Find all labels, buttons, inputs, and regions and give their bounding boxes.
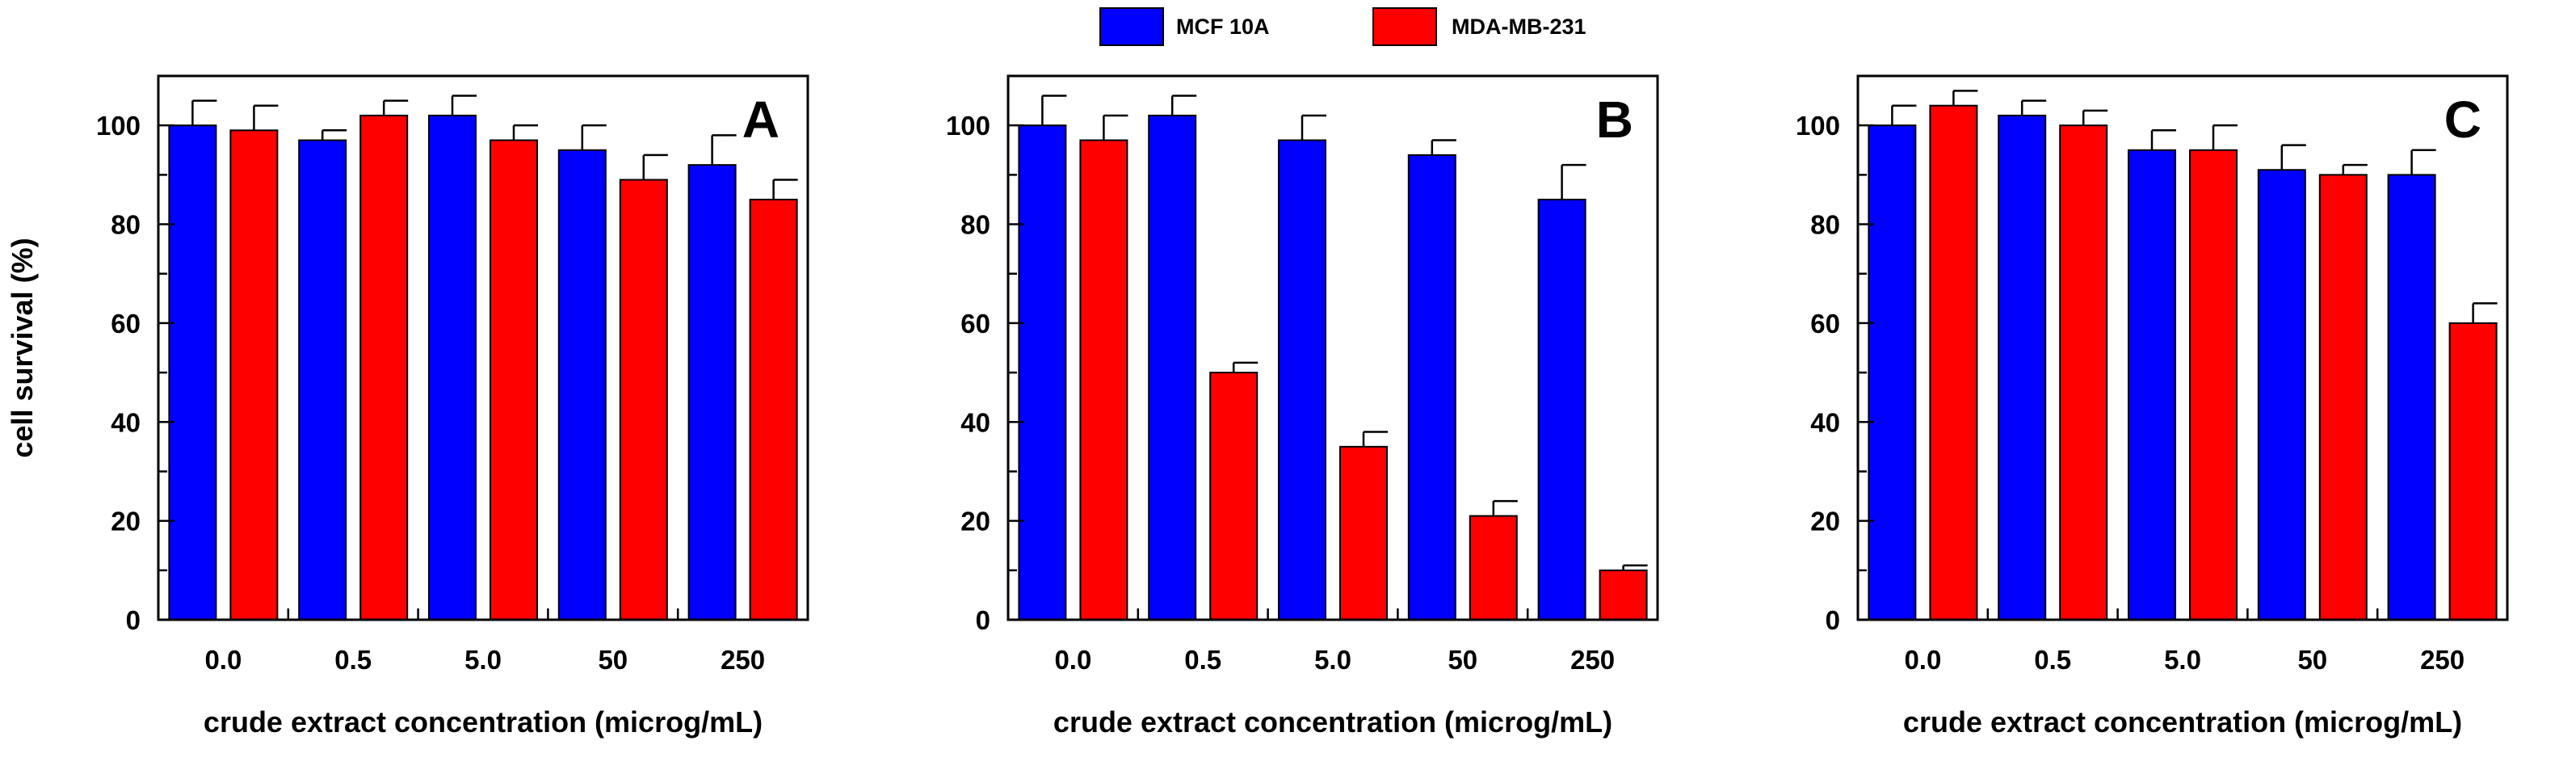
x-tick-label: 250 xyxy=(2420,645,2465,675)
x-tick-label: 0.5 xyxy=(334,645,372,675)
bar xyxy=(1868,124,1917,621)
chart-panel-c: 0 20 40 60 80 100 0.0 0.5 5.0 50 250 crude extract … xyxy=(1796,74,2509,739)
x-axis-title: crude extract concentration (microg/mL) xyxy=(204,705,763,739)
bar xyxy=(2059,124,2108,621)
y-tick-label: 40 xyxy=(111,407,141,437)
bar xyxy=(749,198,798,621)
bar xyxy=(2318,174,2368,621)
x-tick-label: 0.0 xyxy=(204,645,242,675)
x-tick-label: 5.0 xyxy=(464,645,502,675)
bar xyxy=(1018,124,1067,621)
x-tick-label: 250 xyxy=(1570,645,1615,675)
y-tick-label: 100 xyxy=(96,111,141,141)
bar xyxy=(490,139,538,621)
bar xyxy=(298,139,347,621)
y-tick-label: 80 xyxy=(960,210,990,240)
y-tick-label: 0 xyxy=(976,605,990,635)
chart-panel-a: 0 20 40 60 80 100 0.0 0.5 5.0 50 250 crude extract … xyxy=(6,74,809,739)
bar xyxy=(2387,174,2436,621)
legend: MCF 10A MDA-MB-231 xyxy=(1099,7,1586,46)
bar xyxy=(1929,104,1978,621)
y-tick-label: 60 xyxy=(1810,309,1840,339)
x-tick-label: 50 xyxy=(1448,645,1477,675)
bar xyxy=(2128,149,2176,621)
bar xyxy=(1339,445,1388,621)
y-tick-label: 60 xyxy=(960,309,990,339)
legend-label: MCF 10A xyxy=(1176,15,1270,39)
bar xyxy=(168,124,217,621)
legend-swatch xyxy=(1372,7,1437,46)
legend-entry: MCF 10A xyxy=(1099,7,1270,46)
x-tick-label: 0.5 xyxy=(1184,645,1221,675)
plot-frame xyxy=(157,74,809,621)
bar xyxy=(2257,169,2306,621)
x-tick-label: 5.0 xyxy=(2164,645,2201,675)
panel-label: B xyxy=(1596,90,1633,149)
plot-frame xyxy=(1006,74,1659,621)
bar xyxy=(1407,154,1456,621)
bar xyxy=(428,114,477,621)
x-tick-label: 5.0 xyxy=(1314,645,1351,675)
bar xyxy=(1537,198,1586,621)
bar xyxy=(619,179,668,621)
bar xyxy=(1469,515,1518,621)
x-tick-label: 250 xyxy=(721,645,765,675)
bar xyxy=(229,129,279,621)
series-mda-mb-231 xyxy=(1079,114,1648,621)
y-tick-label: 20 xyxy=(1810,507,1840,537)
bar xyxy=(1079,139,1128,621)
y-tick-label: 100 xyxy=(1796,111,1840,141)
bar xyxy=(1148,114,1197,621)
y-axis-title: cell survival (%) xyxy=(6,238,39,457)
x-tick-label: 50 xyxy=(2297,645,2327,675)
x-tick-label: 0.5 xyxy=(2034,645,2071,675)
legend-swatch xyxy=(1099,7,1164,46)
bar xyxy=(687,164,737,621)
x-axis-title: crude extract concentration (microg/mL) xyxy=(1053,705,1612,739)
y-tick-label: 40 xyxy=(960,407,990,437)
x-axis-title: crude extract concentration (microg/mL) xyxy=(1903,705,2462,739)
bar xyxy=(1998,114,2047,621)
panel-label: C xyxy=(2444,90,2481,149)
x-tick-label: 0.0 xyxy=(1054,645,1091,675)
y-tick-label: 80 xyxy=(111,210,141,240)
y-tick-label: 100 xyxy=(946,111,990,141)
series-mda-mb-231 xyxy=(229,99,798,621)
bar xyxy=(2189,149,2238,621)
plot-frame xyxy=(1856,74,2509,621)
series-mcf-10a xyxy=(1868,99,2436,621)
bar xyxy=(1278,139,1326,621)
chart-panels: 0 20 40 60 80 100 0.0 0.5 5.0 50 250 crude extract … xyxy=(6,74,2509,739)
bar xyxy=(1599,569,1648,621)
x-tick-label: 0.0 xyxy=(1904,645,1941,675)
y-tick-label: 80 xyxy=(1810,210,1840,240)
bar xyxy=(557,149,607,621)
legend-entry: MDA-MB-231 xyxy=(1372,7,1586,46)
bar xyxy=(1209,372,1259,621)
series-mcf-10a xyxy=(1018,95,1586,621)
y-tick-label: 40 xyxy=(1810,407,1840,437)
y-tick-label: 0 xyxy=(126,605,141,635)
y-tick-label: 20 xyxy=(960,507,990,537)
bar xyxy=(2448,322,2498,621)
x-tick-label: 50 xyxy=(598,645,628,675)
y-tick-label: 0 xyxy=(1826,605,1840,635)
legend-label: MDA-MB-231 xyxy=(1452,15,1586,39)
panel-label: A xyxy=(742,90,780,149)
chart-panel-b: 0 20 40 60 80 100 0.0 0.5 5.0 50 250 crude extract … xyxy=(946,74,1659,739)
y-tick-label: 60 xyxy=(111,309,141,339)
series-mda-mb-231 xyxy=(1929,90,2498,621)
y-tick-label: 20 xyxy=(111,507,141,537)
bar xyxy=(359,114,409,621)
series-mcf-10a xyxy=(168,95,737,621)
